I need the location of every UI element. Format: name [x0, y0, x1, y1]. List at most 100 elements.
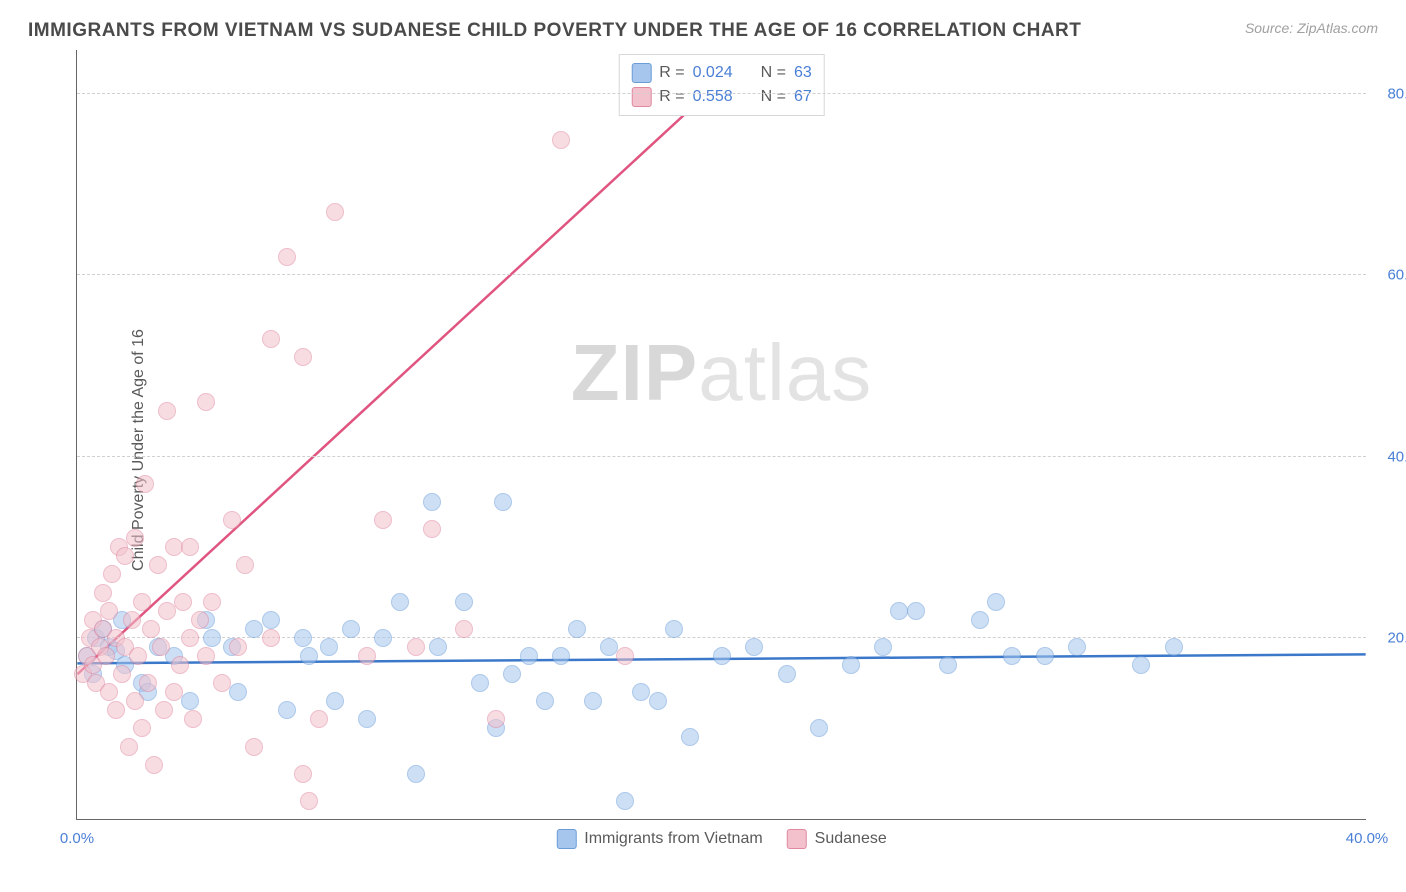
data-point	[842, 656, 860, 674]
data-point	[358, 710, 376, 728]
data-point	[665, 620, 683, 638]
data-point	[262, 330, 280, 348]
data-point	[113, 665, 131, 683]
data-point	[568, 620, 586, 638]
legend-item: Sudanese	[787, 829, 887, 849]
data-point	[100, 602, 118, 620]
x-tick-label: 40.0%	[1346, 830, 1389, 847]
gridline-h	[77, 93, 1366, 94]
data-point	[197, 647, 215, 665]
data-point	[278, 701, 296, 719]
y-tick-label: 20.0%	[1372, 629, 1406, 646]
data-point	[294, 765, 312, 783]
data-point	[552, 647, 570, 665]
legend-swatch	[787, 829, 807, 849]
data-point	[158, 402, 176, 420]
legend: Immigrants from VietnamSudanese	[556, 829, 886, 849]
data-point	[681, 728, 699, 746]
data-point	[126, 692, 144, 710]
data-point	[203, 593, 221, 611]
data-point	[600, 638, 618, 656]
data-point	[278, 248, 296, 266]
data-point	[100, 683, 118, 701]
data-point	[503, 665, 521, 683]
data-point	[133, 593, 151, 611]
data-point	[152, 638, 170, 656]
data-point	[632, 683, 650, 701]
trend-lines	[77, 50, 1366, 819]
gridline-h	[77, 274, 1366, 275]
page-title: IMMIGRANTS FROM VIETNAM VS SUDANESE CHIL…	[28, 20, 1081, 42]
y-tick-label: 40.0%	[1372, 448, 1406, 465]
chart-container: Child Poverty Under the Age of 16 ZIPatl…	[28, 50, 1378, 850]
data-point	[1068, 638, 1086, 656]
data-point	[184, 710, 202, 728]
r-label: R =	[659, 88, 684, 106]
n-value: 63	[794, 64, 812, 82]
r-value: 0.024	[693, 64, 733, 82]
legend-swatch	[631, 63, 651, 83]
data-point	[133, 719, 151, 737]
data-point	[245, 620, 263, 638]
data-point	[136, 475, 154, 493]
data-point	[455, 593, 473, 611]
stats-row: R = 0.024N = 63	[631, 61, 812, 85]
data-point	[236, 556, 254, 574]
legend-swatch	[631, 87, 651, 107]
data-point	[171, 656, 189, 674]
watermark: ZIPatlas	[571, 327, 872, 419]
data-point	[939, 656, 957, 674]
data-point	[778, 665, 796, 683]
data-point	[407, 765, 425, 783]
r-value: 0.558	[693, 88, 733, 106]
data-point	[374, 629, 392, 647]
data-point	[423, 493, 441, 511]
data-point	[423, 520, 441, 538]
data-point	[107, 701, 125, 719]
legend-label: Sudanese	[815, 830, 887, 848]
data-point	[181, 692, 199, 710]
data-point	[374, 511, 392, 529]
data-point	[552, 131, 570, 149]
data-point	[310, 710, 328, 728]
data-point	[213, 674, 231, 692]
data-point	[616, 647, 634, 665]
data-point	[97, 647, 115, 665]
data-point	[1132, 656, 1150, 674]
source-attribution: Source: ZipAtlas.com	[1245, 20, 1378, 36]
data-point	[649, 692, 667, 710]
legend-swatch	[556, 829, 576, 849]
data-point	[971, 611, 989, 629]
data-point	[300, 647, 318, 665]
data-point	[181, 629, 199, 647]
data-point	[294, 348, 312, 366]
data-point	[203, 629, 221, 647]
data-point	[294, 629, 312, 647]
data-point	[197, 393, 215, 411]
y-tick-label: 80.0%	[1372, 86, 1406, 103]
data-point	[229, 683, 247, 701]
n-label: N =	[761, 88, 786, 106]
data-point	[145, 756, 163, 774]
data-point	[174, 593, 192, 611]
plot-area: ZIPatlas R = 0.024N = 63R = 0.558N = 67 …	[76, 50, 1366, 820]
data-point	[262, 629, 280, 647]
data-point	[471, 674, 489, 692]
data-point	[987, 593, 1005, 611]
data-point	[103, 565, 121, 583]
x-tick-label: 0.0%	[60, 830, 94, 847]
data-point	[191, 611, 209, 629]
data-point	[94, 584, 112, 602]
data-point	[745, 638, 763, 656]
data-point	[487, 710, 505, 728]
data-point	[907, 602, 925, 620]
data-point	[149, 556, 167, 574]
data-point	[326, 203, 344, 221]
data-point	[123, 611, 141, 629]
stats-row: R = 0.558 N = 67	[631, 85, 812, 109]
data-point	[129, 647, 147, 665]
data-point	[165, 683, 183, 701]
data-point	[245, 738, 263, 756]
data-point	[326, 692, 344, 710]
n-value: 67	[794, 88, 812, 106]
